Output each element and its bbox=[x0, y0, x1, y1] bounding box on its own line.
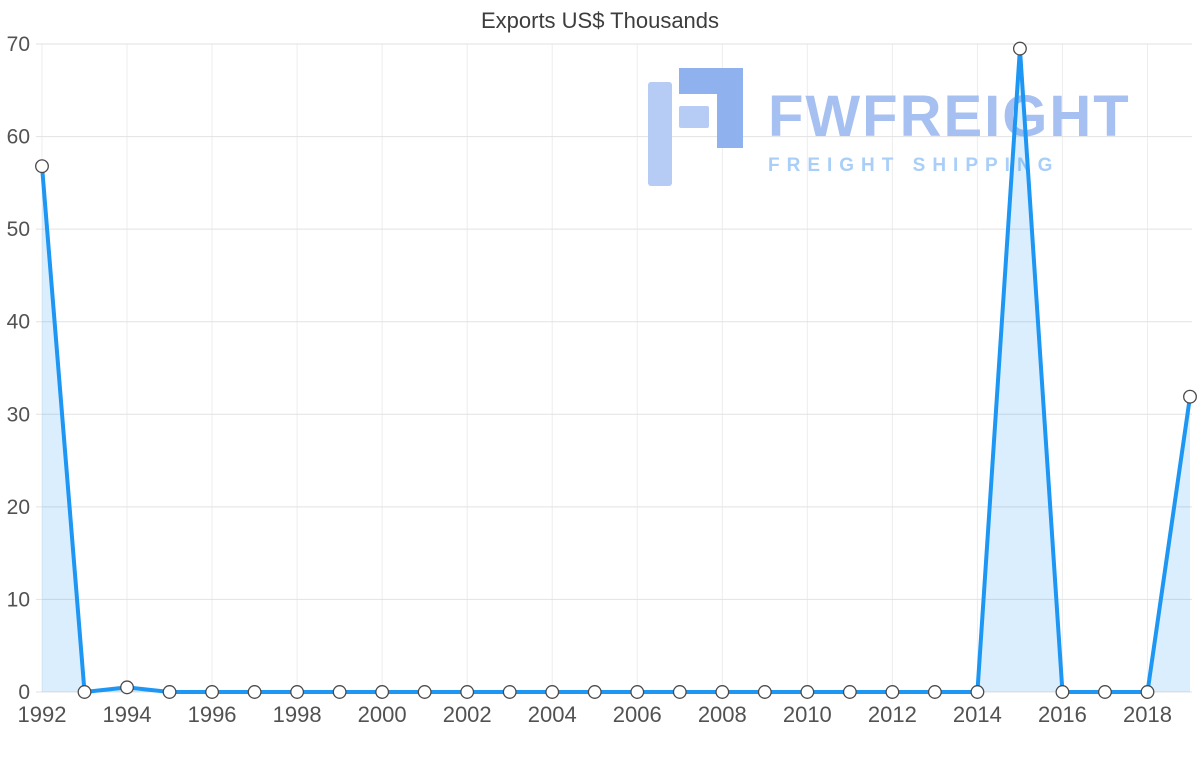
x-tick-label: 2008 bbox=[698, 702, 747, 727]
data-point-2015[interactable] bbox=[1012, 41, 1027, 56]
data-point-2019[interactable] bbox=[1183, 389, 1197, 404]
x-tick-label: 2000 bbox=[358, 702, 407, 727]
data-point-1993[interactable] bbox=[77, 685, 92, 699]
y-tick-label: 60 bbox=[7, 126, 30, 149]
data-point-1994[interactable] bbox=[120, 680, 134, 695]
data-point-2017[interactable] bbox=[1098, 685, 1112, 699]
data-point-2009[interactable] bbox=[757, 685, 772, 699]
x-tick-label: 2010 bbox=[783, 702, 832, 727]
series-line bbox=[40, 46, 1192, 694]
y-tick-label: 70 bbox=[7, 33, 30, 56]
x-tick-label: 1992 bbox=[18, 702, 67, 727]
data-point-2005[interactable] bbox=[587, 685, 602, 699]
x-tick-label: 2012 bbox=[868, 702, 917, 727]
data-point-1997[interactable] bbox=[247, 685, 262, 699]
x-tick-label: 2014 bbox=[953, 702, 1002, 727]
data-point-2003[interactable] bbox=[502, 685, 517, 699]
y-tick-label: 20 bbox=[7, 496, 30, 519]
y-tick-label: 0 bbox=[18, 681, 30, 704]
series-area-fill bbox=[42, 48, 1190, 693]
data-point-2010[interactable] bbox=[800, 685, 815, 699]
data-point-2014[interactable] bbox=[970, 685, 985, 699]
data-point-2001[interactable] bbox=[417, 685, 432, 699]
y-tick-label: 50 bbox=[7, 218, 30, 241]
data-point-2000[interactable] bbox=[375, 685, 390, 699]
data-point-2004[interactable] bbox=[545, 685, 560, 699]
chart-title: Exports US$ Thousands bbox=[480, 8, 720, 33]
data-point-2007[interactable] bbox=[672, 685, 687, 699]
y-tick-label: 40 bbox=[7, 311, 30, 334]
data-point-2013[interactable] bbox=[927, 685, 942, 699]
data-point-2018[interactable] bbox=[1140, 685, 1155, 699]
data-point-2011[interactable] bbox=[842, 685, 857, 699]
data-point-2016[interactable] bbox=[1055, 685, 1070, 699]
data-point-2002[interactable] bbox=[460, 685, 475, 699]
data-point-2006[interactable] bbox=[630, 685, 645, 699]
x-tick-label: 2006 bbox=[613, 702, 662, 727]
data-point-1995[interactable] bbox=[162, 685, 177, 699]
data-point-2008[interactable] bbox=[715, 685, 730, 699]
x-tick-label: 2016 bbox=[1038, 702, 1087, 727]
data-point-1999[interactable] bbox=[332, 685, 347, 699]
data-point-1998[interactable] bbox=[290, 685, 305, 699]
x-tick-label: 2002 bbox=[443, 702, 492, 727]
x-tick-label: 1994 bbox=[103, 702, 152, 727]
y-tick-label: 30 bbox=[7, 403, 30, 426]
data-point-1992[interactable] bbox=[35, 159, 49, 174]
x-tick-label: 2004 bbox=[528, 702, 577, 727]
x-tick-label: 2018 bbox=[1123, 702, 1172, 727]
x-tick-label: 1996 bbox=[188, 702, 237, 727]
y-tick-label: 10 bbox=[7, 588, 30, 611]
x-tick-label: 1998 bbox=[273, 702, 322, 727]
data-point-2012[interactable] bbox=[885, 685, 900, 699]
data-point-1996[interactable] bbox=[205, 685, 220, 699]
